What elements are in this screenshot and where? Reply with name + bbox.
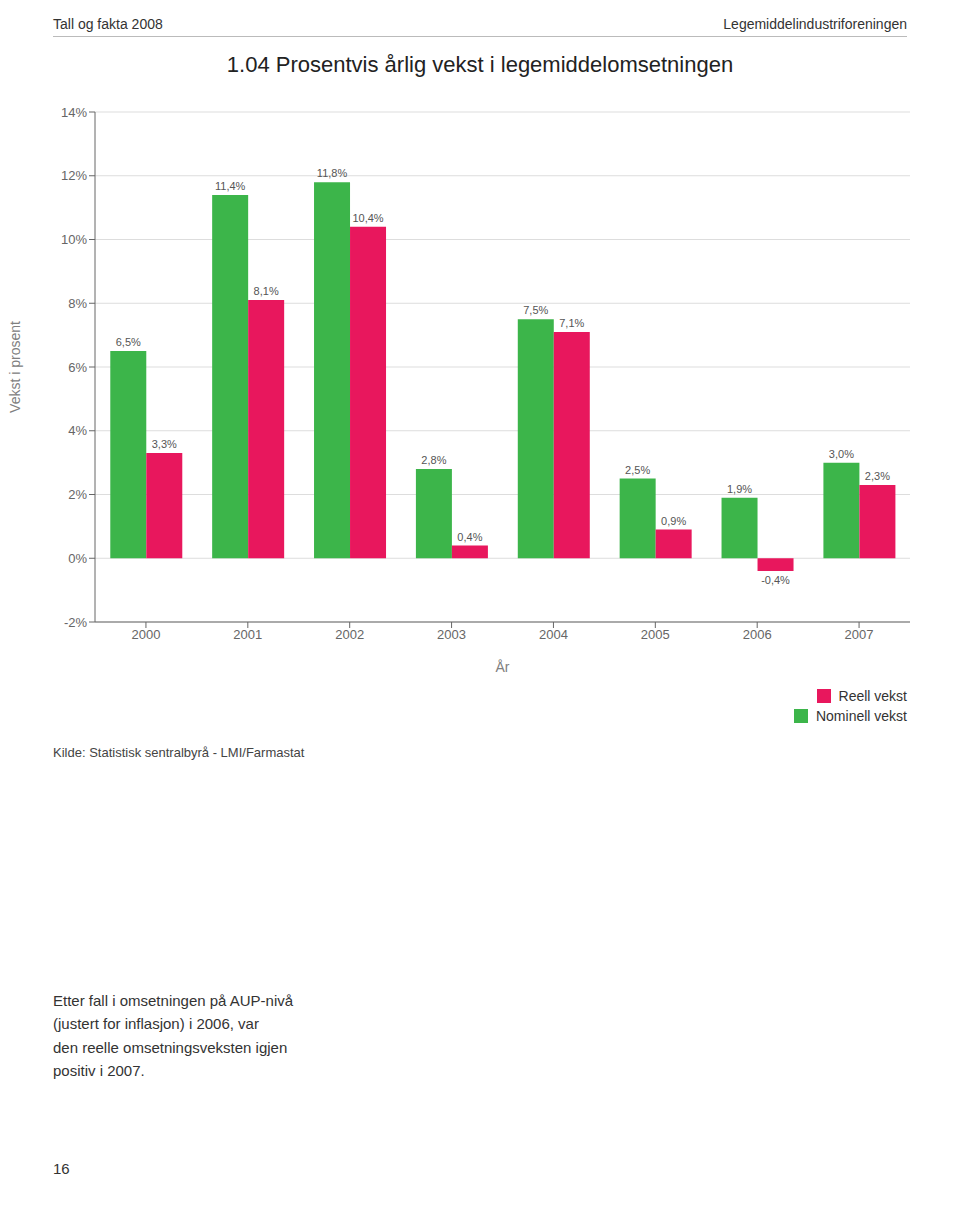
svg-text:2,3%: 2,3% — [865, 470, 890, 482]
svg-text:6%: 6% — [68, 360, 87, 375]
svg-text:2001: 2001 — [233, 627, 262, 642]
svg-text:0%: 0% — [68, 551, 87, 566]
svg-text:1,9%: 1,9% — [727, 483, 752, 495]
svg-text:2004: 2004 — [539, 627, 568, 642]
svg-text:2003: 2003 — [437, 627, 466, 642]
svg-text:2005: 2005 — [641, 627, 670, 642]
svg-text:-2%: -2% — [64, 615, 88, 630]
svg-text:2%: 2% — [68, 487, 87, 502]
svg-text:År: År — [496, 659, 510, 675]
svg-text:2002: 2002 — [335, 627, 364, 642]
svg-text:11,8%: 11,8% — [317, 167, 348, 179]
svg-text:Vekst i prosent: Vekst i prosent — [7, 321, 23, 413]
svg-text:2,8%: 2,8% — [421, 454, 446, 466]
svg-text:-0,4%: -0,4% — [761, 574, 790, 586]
html-text:Tall og fakta 2008: Tall og fakta 2008 — [53, 16, 163, 32]
html-text:1.04 Prosentvis årlig vekst i: 1.04 Prosentvis årlig vekst i legemiddel… — [226, 52, 734, 77]
svg-text:11,4%: 11,4% — [215, 180, 246, 192]
svg-text:8%: 8% — [68, 296, 87, 311]
svg-text:2,5%: 2,5% — [625, 464, 650, 476]
html-text:Etter fall i omsetningen på AU: Etter fall i omsetningen på AUP-nivå (ju… — [53, 992, 294, 1079]
svg-text:0,4%: 0,4% — [457, 531, 482, 543]
svg-text:2000: 2000 — [131, 627, 160, 642]
svg-text:4%: 4% — [68, 423, 87, 438]
svg-text:8,1%: 8,1% — [254, 285, 279, 297]
svg-text:2007: 2007 — [845, 627, 874, 642]
svg-text:6,5%: 6,5% — [116, 336, 141, 348]
html-text:Kilde: Statistisk sentralbyrå: Kilde: Statistisk sentralbyrå - LMI/Farm… — [53, 745, 305, 760]
html-text:Reell vekst: Reell vekst — [838, 688, 907, 704]
svg-text:10,4%: 10,4% — [352, 212, 383, 224]
svg-text:14%: 14% — [61, 105, 87, 120]
svg-text:7,5%: 7,5% — [523, 304, 548, 316]
svg-text:0,9%: 0,9% — [661, 515, 686, 527]
svg-text:10%: 10% — [61, 232, 87, 247]
svg-text:7,1%: 7,1% — [559, 317, 584, 329]
svg-text:3,3%: 3,3% — [152, 438, 177, 450]
svg-text:2006: 2006 — [743, 627, 772, 642]
html-text:Legemiddelindustriforeningen: Legemiddelindustriforeningen — [723, 16, 907, 32]
svg-text:12%: 12% — [61, 168, 87, 183]
html-text:Nominell vekst: Nominell vekst — [816, 708, 907, 724]
svg-text:3,0%: 3,0% — [829, 448, 854, 460]
html-text:16: 16 — [53, 1160, 70, 1177]
